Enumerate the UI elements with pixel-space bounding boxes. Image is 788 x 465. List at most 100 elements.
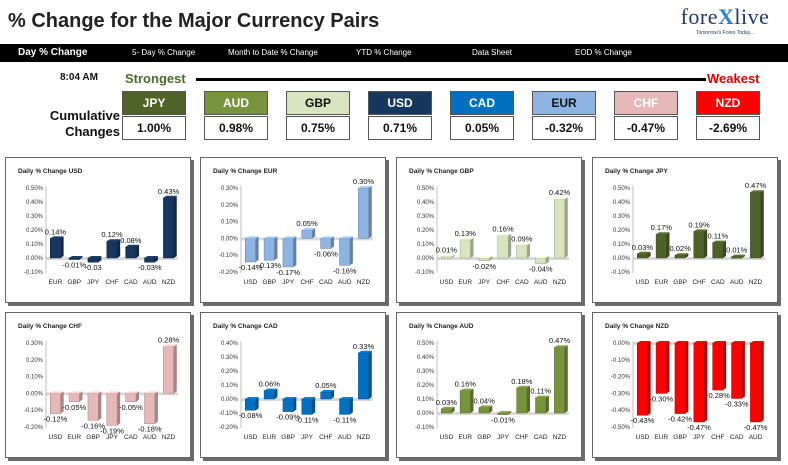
bar-side [98,256,102,263]
bar-cap [125,391,140,394]
category-label: GBP [281,434,295,441]
data-label: 0.33% [353,342,375,351]
category-label: JPY [282,279,295,286]
zero-baseline [633,257,765,260]
page-title: % Change for the Major Currency Pairs [8,10,380,32]
bar-front [125,246,137,259]
tab-5-day-change[interactable]: 5- Day % Change [132,48,196,57]
bar-nzd [750,190,764,259]
bar-side [704,229,708,258]
bar-side [508,233,512,258]
bar-eur [655,232,670,259]
bar-front [320,391,332,400]
bar-cap [245,236,259,239]
data-label: 0.03% [436,398,458,407]
y-tick-label: 0.20% [417,228,435,234]
bar-front [712,342,724,391]
bar-cad [712,240,727,259]
bar-front [163,346,175,394]
bar-usd [49,391,64,414]
bar-cap [516,385,531,388]
bar-front [516,245,528,259]
cumulative-label-line1: Cumulative [49,108,120,123]
y-tick-label: 0.20% [221,203,239,209]
y-tick-label: 0.30% [26,214,44,220]
bar-jpy [693,341,708,423]
bar-side [154,391,158,424]
category-label: CAD [319,279,333,286]
bar-side [470,388,474,413]
zero-baseline [437,257,569,260]
currency-change-eur: -0.32% [532,116,596,140]
category-label: GBP [86,434,100,441]
tab-day-change[interactable]: Day % Change [18,47,88,58]
logo-wordmark: foreXlive [672,4,778,30]
bar-side [293,397,297,412]
y-tick-label: -0.10% [611,358,631,364]
bar-front [440,408,452,414]
category-label: GBP [262,279,276,286]
bar-front [339,238,351,266]
chart-title: Daily % Change JPY [605,168,668,175]
bar-usd [636,251,651,259]
bar-cap [460,237,474,240]
y-tick-label: 0.30% [613,214,631,220]
bar-side [647,251,651,258]
bar-cap [478,256,493,258]
y-tick-label: 0.00% [613,341,631,347]
forexlive-logo[interactable]: foreXlive Tomorrow's Forex Today... [672,4,778,40]
bar-gbp [282,397,297,412]
chart-aud: -0.10% 0.00% 0.10% 0.20% 0.30% 0.40% 0.50% 0.03… [415,336,571,441]
bar-cap [125,244,140,247]
bar-front [693,231,705,259]
bar-cap [516,243,531,246]
bar-usd [440,254,455,259]
data-label: -0.03% [138,263,162,272]
category-label: CAD [124,279,138,286]
logo-tagline: Tomorrow's Forex Today... [695,30,754,36]
bar-front [282,398,294,412]
bar-cap [264,236,278,239]
chart-chf: -0.20% -0.10% 0.00% 0.10% 0.20% 0.30% -0.12% US… [24,335,180,441]
y-tick-label: 0.30% [221,355,239,361]
currency-change-aud: 0.98% [204,116,268,140]
bar-front [636,342,648,416]
tab-data-sheet[interactable]: Data Sheet [472,48,513,57]
data-label: -0.19% [100,426,124,435]
bar-front [320,238,332,249]
bar-side [564,345,568,413]
y-tick-label: -0.20% [611,375,631,381]
tab-month-to-date-change[interactable]: Month to Date % Change [228,48,318,57]
tab-eod-change[interactable]: EOD % Change [575,48,632,57]
bar-usd [244,236,259,263]
bar-cap [637,341,651,343]
data-label: -0.47% [744,423,768,432]
data-label: 0.43% [158,187,180,196]
bar-side [685,253,689,258]
bar-nzd [358,350,372,400]
y-tick-label: -0.20% [24,425,44,431]
currency-change-chf: -0.47% [614,116,678,140]
bar-cap [320,236,335,239]
tab-ytd-change[interactable]: YTD % Change [356,48,412,57]
bar-cap [87,256,102,258]
category-label: EUR [654,434,668,441]
category-label: NZD [357,279,371,286]
currency-code-eur: EUR [532,91,596,115]
y-tick-label: 0.10% [26,242,44,248]
currency-code-usd: USD [368,91,432,115]
category-label: JPY [106,434,119,441]
category-label: CAD [124,434,138,441]
data-label: 0.04% [474,396,496,405]
chart-title: Daily % Change USD [18,168,83,175]
currency-change-gbp: 0.75% [286,116,350,140]
bar-side [685,341,689,414]
data-label: 0.13% [455,229,477,238]
bar-cap [69,391,83,394]
chart-title: Daily % Change CHF [18,323,82,330]
bar-side [489,256,493,261]
category-label: JPY [693,434,706,441]
bar-usd [636,341,651,416]
bar-cap [554,345,568,348]
bar-eur [655,341,670,394]
